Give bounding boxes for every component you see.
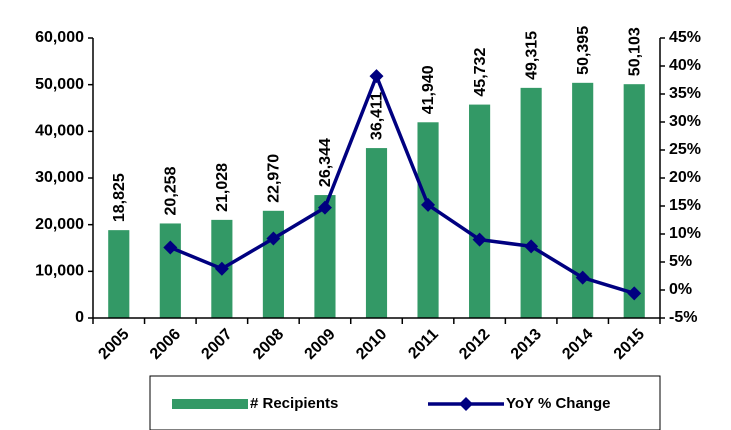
y-tick-label: 0	[75, 309, 84, 326]
y-tick-label: 10,000	[35, 263, 84, 280]
marker	[214, 261, 229, 276]
y2-tick-label: 0%	[669, 281, 692, 298]
marker	[369, 69, 384, 84]
bar	[314, 195, 336, 318]
y2-tick-label: 15%	[669, 197, 701, 214]
line	[169, 71, 635, 296]
x-tick-label: 2007	[198, 326, 235, 363]
bar	[623, 84, 645, 318]
y2-tick-label: 30%	[669, 113, 701, 130]
x-tick-label: 2013	[508, 326, 545, 363]
y2-tick-label: 40%	[669, 57, 701, 74]
y-tick-label: 40,000	[35, 123, 84, 140]
bar	[262, 210, 284, 318]
y2-tick-label: 10%	[669, 225, 701, 242]
value-label: 20,258	[163, 166, 180, 215]
y2-tick-label: 5%	[669, 253, 692, 270]
marker	[524, 239, 539, 254]
bar	[572, 82, 594, 318]
bar	[365, 148, 388, 318]
marker	[472, 232, 487, 247]
y-tick-label: 30,000	[35, 169, 84, 186]
marker	[575, 270, 590, 285]
bar	[417, 122, 439, 318]
x-tick-label: 2005	[95, 326, 132, 363]
x-tick-label: 2011	[405, 326, 442, 363]
legend-swatch	[172, 399, 248, 409]
y2-tick-label: 20%	[669, 169, 701, 186]
x-tick-label: 2006	[147, 326, 184, 363]
legend-marker	[459, 397, 473, 411]
value-label: 45,732	[472, 48, 489, 97]
bar	[159, 223, 181, 318]
value-label: 22,970	[266, 154, 283, 203]
value-label: 41,940	[420, 65, 437, 114]
bar	[520, 87, 542, 318]
value-label: 21,028	[214, 163, 231, 212]
y-tick-label: 60,000	[35, 29, 84, 46]
y-tick-label: 20,000	[35, 216, 84, 233]
value-label: 26,344	[317, 138, 334, 187]
y-tick-label: 50,000	[35, 76, 84, 93]
value-label: 50,395	[575, 26, 592, 75]
y2-tick-label: 25%	[669, 141, 701, 158]
x-tick-label: 2014	[559, 326, 596, 363]
value-label: 49,315	[523, 31, 540, 80]
marker	[163, 240, 178, 255]
y2-tick-label: 45%	[669, 29, 701, 46]
x-tick-label: 2008	[250, 326, 287, 363]
y2-tick-label: -5%	[669, 309, 697, 326]
x-tick-label: 2012	[456, 326, 493, 363]
legend: # Recipients YoY % Change	[149, 375, 661, 430]
value-label: 50,103	[626, 27, 643, 76]
legend-label: YoY % Change	[506, 395, 610, 412]
bar	[108, 230, 130, 318]
x-tick-label: 2009	[302, 326, 339, 363]
marker	[266, 231, 281, 246]
value-label: 18,825	[111, 173, 128, 222]
legend-label: # Recipients	[250, 395, 338, 412]
y2-tick-label: 35%	[669, 85, 701, 102]
marker	[627, 286, 642, 301]
x-tick-label: 2010	[353, 326, 390, 363]
bar	[469, 104, 491, 318]
x-tick-label: 2015	[611, 326, 648, 363]
marker	[317, 200, 332, 215]
value-label: 36,411	[369, 92, 386, 140]
marker	[421, 197, 436, 212]
